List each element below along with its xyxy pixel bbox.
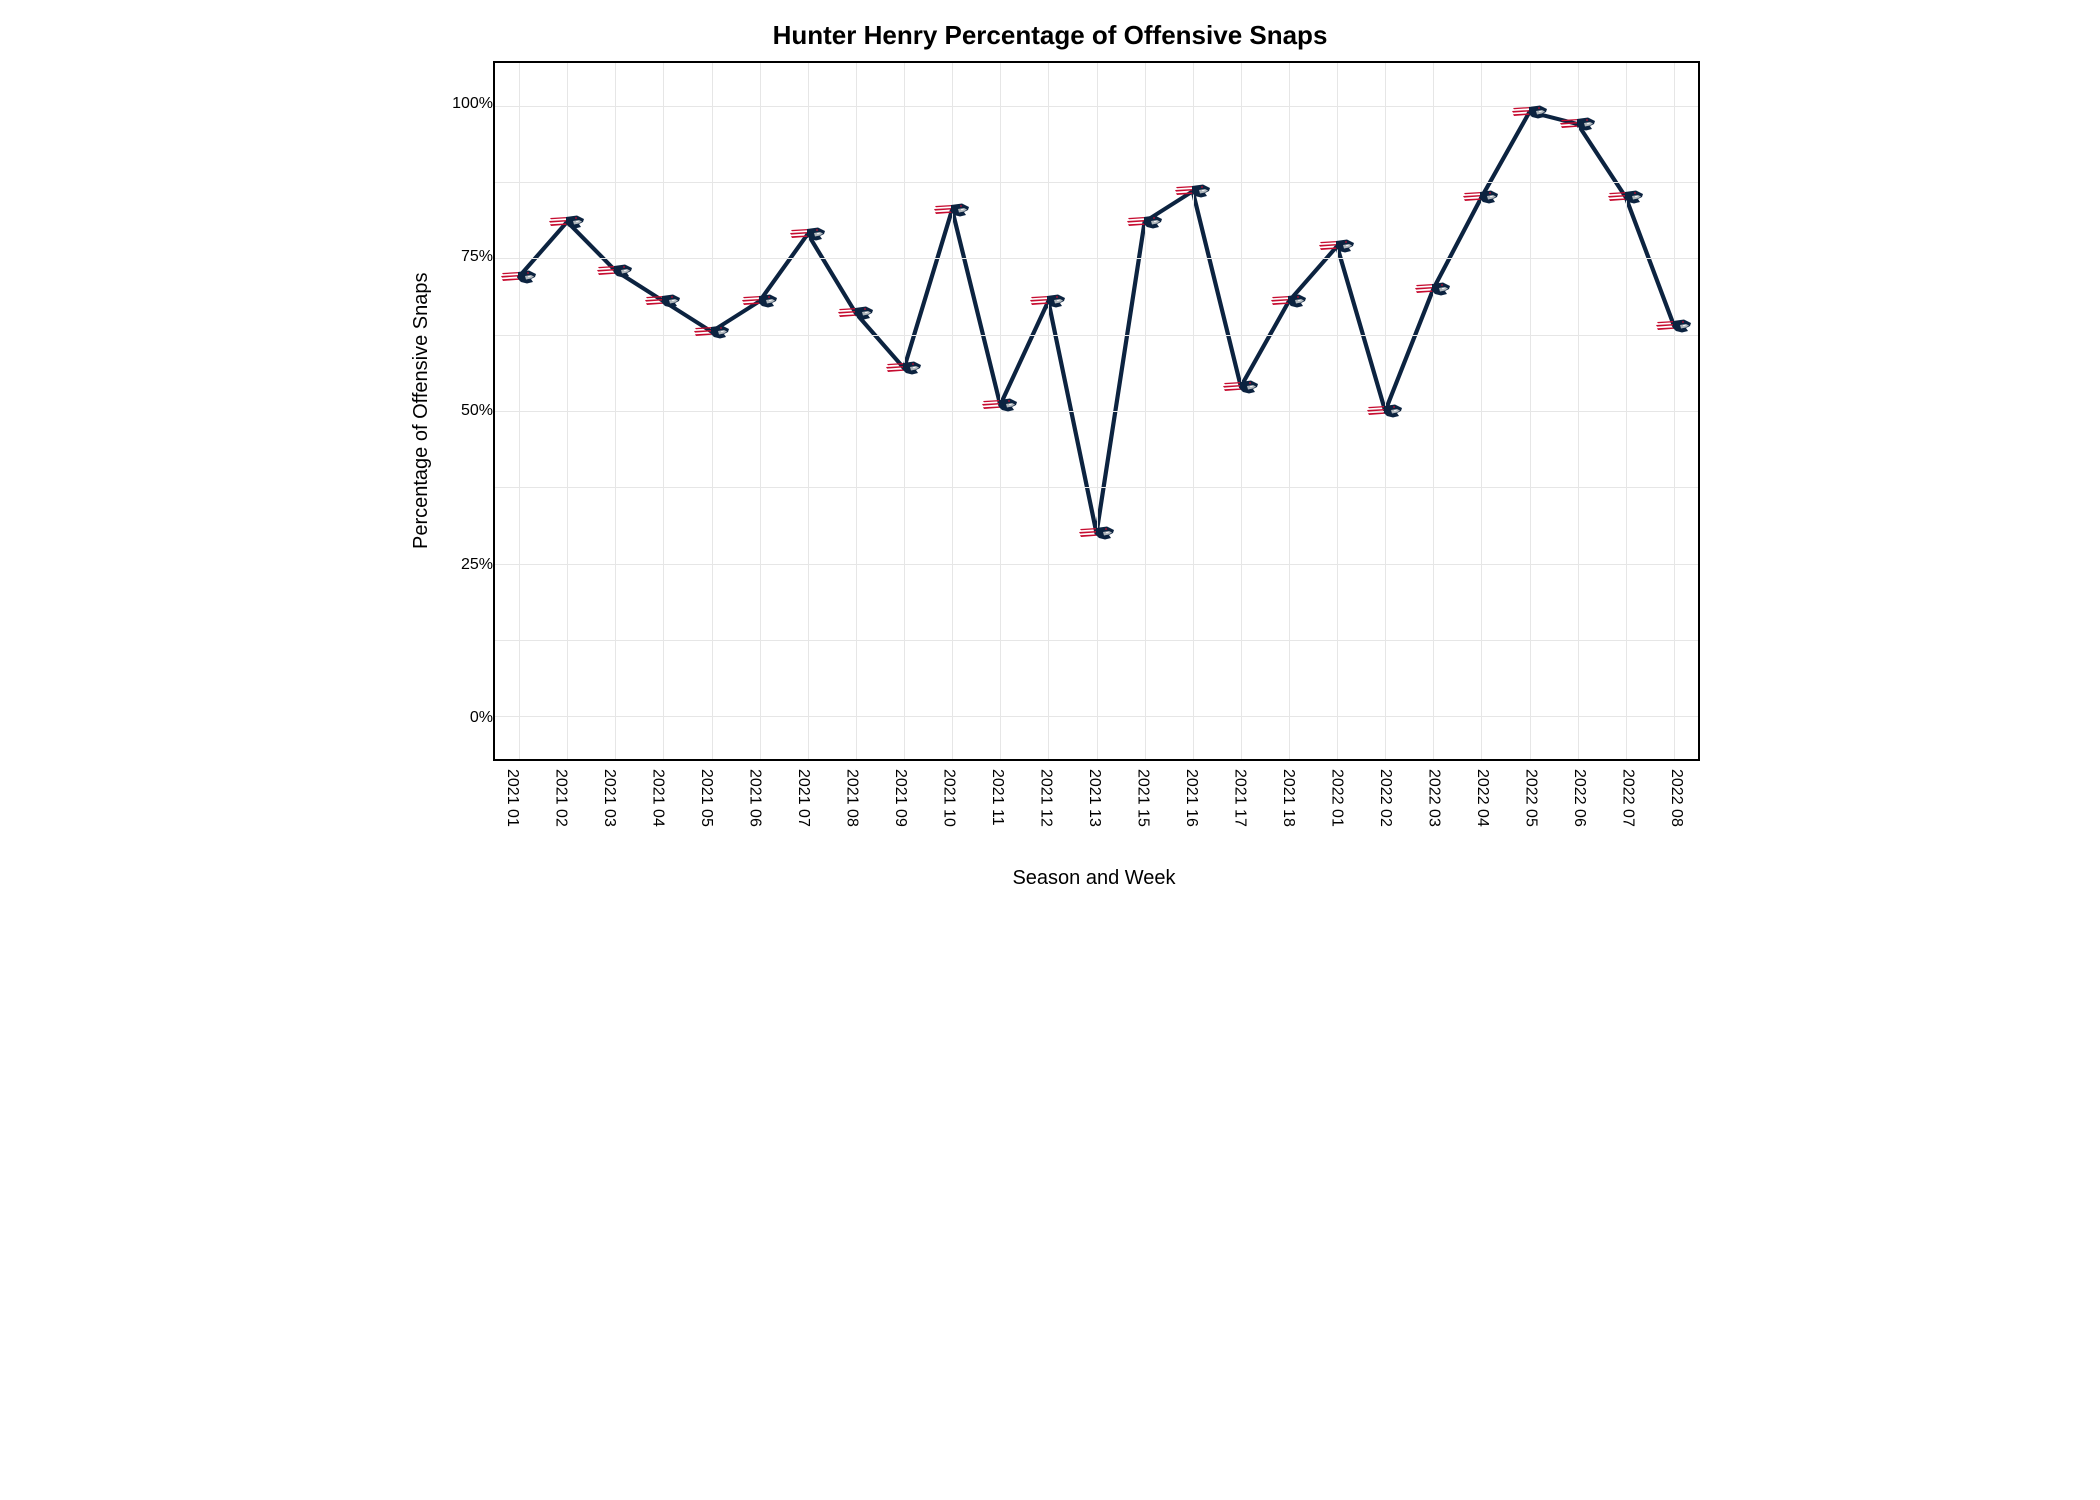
- x-tick-label: 2022 03: [1424, 769, 1442, 827]
- x-tick-label: 2021 08: [843, 769, 861, 827]
- x-tick-label: 2022 07: [1618, 769, 1636, 827]
- x-tick-label: 2021 15: [1133, 769, 1151, 827]
- x-tick-label: 2021 09: [891, 769, 909, 827]
- plot-area: [493, 61, 1700, 761]
- axis-spacer: [400, 761, 488, 890]
- x-tick-label: 2021 03: [600, 769, 618, 827]
- x-tick-label: 2021 18: [1279, 769, 1297, 827]
- x-tick-label: 2021 13: [1085, 769, 1103, 827]
- x-tick-label: 2021 01: [503, 769, 521, 827]
- y-axis-ticks: 0%25%50%75%100%: [433, 61, 493, 761]
- chart-title: Hunter Henry Percentage of Offensive Sna…: [400, 20, 1700, 51]
- x-tick-label: 2022 02: [1376, 769, 1394, 827]
- x-tick-label: 2022 05: [1521, 769, 1539, 827]
- x-tick-label: 2021 11: [988, 769, 1006, 826]
- x-tick-label: 2021 04: [649, 769, 667, 827]
- x-tick-label: 2022 08: [1667, 769, 1685, 827]
- x-tick-label: 2021 06: [746, 769, 764, 827]
- x-axis-ticks: 2021 01 2021 02 2021 03 2021 04 2021 05 2021 …: [488, 769, 1700, 859]
- plot-wrapper: Percentage of Offensive Snaps 0%25%50%75…: [400, 61, 1700, 761]
- chart-container: Hunter Henry Percentage of Offensive Sna…: [400, 20, 1700, 890]
- x-axis-label: Season and Week: [488, 867, 1700, 890]
- x-tick-label: 2021 02: [552, 769, 570, 827]
- x-tick-label: 2022 06: [1570, 769, 1588, 827]
- x-tick-label: 2022 04: [1473, 769, 1491, 827]
- x-tick-label: 2021 17: [1230, 769, 1248, 827]
- x-tick-label: 2021 16: [1182, 769, 1200, 827]
- x-tick-label: 2022 01: [1327, 769, 1345, 827]
- x-tick-label: 2021 10: [940, 769, 958, 827]
- y-axis-label: Percentage of Offensive Snaps: [400, 61, 433, 761]
- x-tick-label: 2021 07: [794, 769, 812, 827]
- x-tick-label: 2021 05: [697, 769, 715, 827]
- x-tick-label: 2021 12: [1037, 769, 1055, 827]
